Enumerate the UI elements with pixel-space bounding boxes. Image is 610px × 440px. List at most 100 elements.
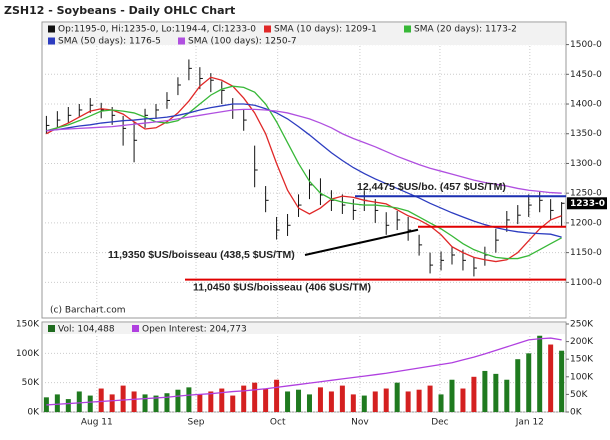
y2-tick-label: 150K — [570, 355, 594, 365]
volume-bar — [263, 388, 269, 412]
volume-bar — [438, 394, 444, 412]
volume-bar — [328, 391, 334, 412]
y-tick-label: 50K — [22, 378, 40, 388]
annotation-label: 11,0450 $US/boisseau (406 $US/TM) — [193, 281, 371, 293]
volume-bar — [65, 399, 71, 412]
sma-line — [46, 103, 562, 238]
volume-bar — [537, 335, 543, 412]
x-tick-label: Aug 11 — [81, 418, 113, 428]
volume-bar — [427, 385, 433, 412]
legend-swatch — [178, 37, 185, 45]
x-tick-label: Jan 12 — [515, 418, 544, 428]
volume-bar — [274, 379, 280, 412]
chart-title: ZSH12 - Soybeans - Daily OHLC Chart — [4, 4, 235, 17]
annotation-label: 11,9350 $US/boisseau (438,5 $US/TM) — [108, 249, 295, 261]
y2-tick-label: 50K — [570, 390, 588, 400]
volume-bar — [383, 388, 389, 412]
volume-panel — [41, 321, 567, 413]
legend-swatch — [48, 25, 55, 33]
y2-tick-label: 200K — [570, 337, 594, 347]
legend-label: SMA (10 days): 1209-1 — [274, 25, 377, 35]
volume-bar — [350, 394, 356, 412]
y-tick-label: 150K — [16, 320, 40, 330]
legend-label: SMA (20 days): 1173-2 — [414, 25, 517, 35]
annotation-pointer — [304, 228, 419, 256]
volume-bar — [416, 389, 422, 412]
volume-bar — [285, 391, 291, 412]
legend-label: Op:1195-0, Hi:1235-0, Lo:1194-4, Cl:1233… — [58, 25, 256, 35]
y-tick-label: 1200-0 — [570, 218, 602, 228]
y-tick-label: 1150-0 — [570, 248, 602, 258]
volume-bar — [372, 391, 378, 412]
volume-bar — [109, 394, 115, 412]
legend-swatch — [48, 37, 55, 45]
annotation-label: 12,4475 $US/bo. (457 $US/TM) — [357, 181, 506, 193]
x-tick-label: Dec — [431, 418, 448, 428]
open-interest-line — [46, 337, 562, 406]
volume-bar — [131, 391, 137, 412]
last-price-tag — [567, 197, 607, 210]
y-tick-label: 1300-0 — [570, 159, 602, 169]
volume-bar — [482, 370, 488, 412]
legend-background — [43, 323, 565, 334]
volume-bar — [120, 385, 126, 412]
volume-bar — [98, 388, 104, 412]
legend-background — [43, 23, 565, 45]
volume-bar — [175, 389, 181, 412]
volume-bar — [252, 382, 258, 412]
volume-bar — [142, 394, 148, 412]
volume-bar — [493, 373, 499, 412]
volume-bar — [87, 395, 93, 412]
legend-swatch — [404, 25, 411, 33]
y-tick-label: 1350-0 — [570, 129, 602, 139]
legend-swatch — [132, 325, 139, 332]
volume-bar — [339, 385, 345, 412]
volume-bar — [306, 394, 312, 412]
volume-bar — [230, 395, 236, 412]
y-tick-label: 1100-0 — [570, 278, 602, 288]
y-tick-label: 1250-0 — [570, 189, 602, 199]
sma-line — [46, 85, 562, 260]
volume-bar — [460, 388, 466, 412]
volume-bar — [219, 388, 225, 412]
x-tick-label: Sep — [188, 418, 205, 428]
volume-bar — [526, 353, 532, 412]
y-tick-label: 0K — [27, 408, 40, 418]
volume-bar — [471, 376, 477, 412]
volume-bar — [197, 394, 203, 412]
volume-bar — [296, 389, 302, 412]
volume-bar — [54, 394, 60, 412]
y-tick-label: 100K — [16, 349, 40, 359]
legend-label: SMA (100 days): 1250-7 — [188, 37, 297, 47]
volume-bar — [208, 391, 214, 412]
legend-swatch — [264, 25, 271, 33]
volume-bar — [449, 379, 455, 412]
y2-tick-label: 250K — [570, 320, 594, 330]
x-tick-label: Oct — [270, 418, 286, 428]
volume-bar — [405, 391, 411, 412]
volume-bar — [241, 385, 247, 412]
volume-bar — [76, 391, 82, 412]
legend-label: Vol: 104,488 — [58, 325, 115, 335]
volume-bar — [504, 379, 510, 412]
price-panel — [41, 21, 567, 319]
volume-bar — [317, 387, 323, 412]
volume-bar — [548, 344, 554, 412]
volume-bar — [559, 350, 565, 412]
last-price-label: 1233-0 — [570, 199, 605, 209]
y-tick-label: 1500-0 — [570, 40, 602, 50]
volume-bar — [394, 382, 400, 412]
volume-bar — [361, 395, 367, 412]
y-tick-label: 1450-0 — [570, 70, 602, 80]
volume-bar — [153, 395, 159, 412]
legend-swatch — [48, 325, 55, 332]
legend-label: Open Interest: 204,773 — [142, 325, 247, 335]
sma-line — [46, 108, 562, 194]
source-note: (c) Barchart.com — [50, 306, 126, 316]
x-tick-label: Nov — [351, 418, 369, 428]
volume-bar — [515, 359, 521, 412]
volume-bar — [186, 387, 192, 412]
y-tick-label: 1400-0 — [570, 100, 602, 110]
